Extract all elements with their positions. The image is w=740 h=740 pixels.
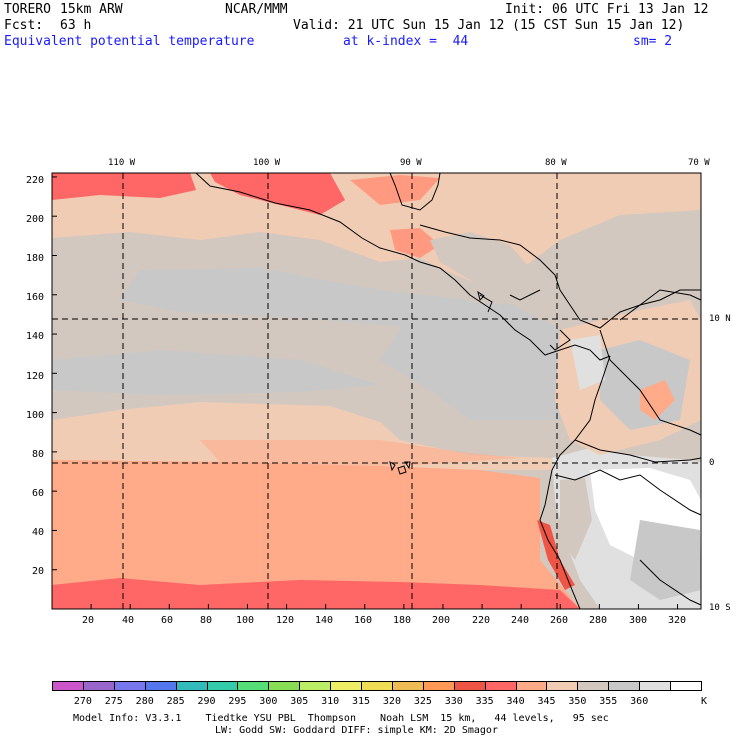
init-time: Init: 06 UTC Fri 13 Jan 12 [505, 2, 709, 17]
x-tick: 240 [510, 615, 530, 626]
colorbar-label: 355 [599, 696, 618, 707]
forecast-label: Fcst: [4, 18, 44, 33]
x-tick: 60 [160, 615, 174, 626]
lon-label-70w: 70 W [688, 158, 710, 168]
x-tick: 320 [667, 615, 687, 626]
colorbar-swatch [577, 681, 610, 691]
forecast-hour: 63 h [60, 18, 92, 33]
y-tick: 160 [25, 292, 44, 303]
x-tick: 140 [314, 615, 334, 626]
colorbar-swatch [268, 681, 301, 691]
y-tick: 220 [25, 175, 44, 186]
colorbar-label: 295 [228, 696, 247, 707]
colorbar-label: 285 [166, 696, 185, 707]
level-index: at k-index = 44 [343, 34, 469, 49]
colorbar-swatch [144, 681, 177, 691]
colorbar-swatch [299, 681, 332, 691]
field-name: Equivalent potential temperature [4, 34, 255, 49]
colorbar-label: 305 [290, 696, 309, 707]
lat-label-0: 0 [709, 458, 715, 468]
colorbar-label: 270 [73, 696, 92, 707]
x-tick: 200 [431, 615, 451, 626]
y-tick: 120 [25, 371, 44, 382]
x-tick: 180 [392, 615, 412, 626]
model-info-line1: Model Info: V3.3.1 Tiedtke YSU PBL Thomp… [73, 713, 609, 724]
colorbar-label: 275 [104, 696, 123, 707]
x-tick: 160 [353, 615, 373, 626]
colorbar-label: 330 [444, 696, 463, 707]
x-tick: 280 [588, 615, 608, 626]
smoothing-value: sm= 2 [633, 34, 673, 49]
colorbar-label: 320 [382, 696, 401, 707]
model-name: TORERO [4, 2, 51, 17]
valid-time: Valid: 21 UTC Sun 15 Jan 12 (15 CST Sun … [293, 18, 685, 33]
colorbar-swatch [670, 681, 702, 691]
colorbar-label: 360 [630, 696, 649, 707]
y-tick: 40 [31, 527, 44, 538]
colorbar-label: 300 [259, 696, 278, 707]
y-tick: 20 [31, 566, 44, 577]
x-tick: 220 [471, 615, 491, 626]
colorbar-swatch [113, 681, 146, 691]
colorbar-swatch [546, 681, 579, 691]
x-tick: 300 [628, 615, 648, 626]
colorbar-swatch [484, 681, 517, 691]
colorbar-label: 345 [537, 696, 556, 707]
colorbar-label: 310 [321, 696, 340, 707]
colorbar-swatch [237, 681, 270, 691]
colorbar-swatch [639, 681, 672, 691]
colorbar-label: 350 [568, 696, 587, 707]
colorbar-swatch [361, 681, 393, 691]
colorbar-swatch [206, 681, 239, 691]
y-tick: 200 [25, 214, 44, 225]
model-resolution: 15km ARW [60, 2, 123, 17]
lon-label-110w: 110 W [108, 158, 136, 168]
colorbar-swatch [175, 681, 208, 691]
model-center: NCAR/MMM [225, 2, 288, 17]
colorbar-swatch [608, 681, 641, 691]
colorbar-swatch [422, 681, 455, 691]
colorbar-unit: K [700, 696, 708, 707]
y-tick: 100 [25, 410, 44, 421]
x-tick: 80 [199, 615, 213, 626]
colorbar-swatch [82, 681, 115, 691]
model-info-line2: LW: Godd SW: Goddard DIFF: simple KM: 2D… [215, 725, 498, 736]
y-tick: 180 [25, 253, 44, 264]
lon-label-90w: 90 W [400, 158, 422, 168]
colorbar-label: 315 [352, 696, 371, 707]
colorbar-label: 340 [506, 696, 525, 707]
colorbar-label: 290 [197, 696, 216, 707]
x-tick: 120 [275, 615, 295, 626]
x-tick: 40 [121, 615, 135, 626]
lon-label-100w: 100 W [253, 158, 281, 168]
colorbar-swatch [515, 681, 548, 691]
colorbar-swatch [52, 681, 84, 691]
colorbar-label: 280 [135, 696, 154, 707]
lon-label-80w: 80 W [545, 158, 567, 168]
y-tick: 80 [31, 449, 44, 460]
x-tick: 20 [81, 615, 95, 626]
colorbar-label: 325 [413, 696, 432, 707]
colorbar-swatch [330, 681, 363, 691]
colorbar-swatch [391, 681, 424, 691]
y-tick: 140 [25, 331, 44, 342]
lat-label-10n: 10 N [709, 314, 731, 324]
x-tick: 260 [549, 615, 569, 626]
lat-label-10s: 10 S [709, 603, 731, 613]
y-tick: 60 [31, 488, 44, 499]
colorbar-label: 335 [475, 696, 494, 707]
colorbar-swatch [453, 681, 486, 691]
x-tick: 100 [235, 615, 255, 626]
